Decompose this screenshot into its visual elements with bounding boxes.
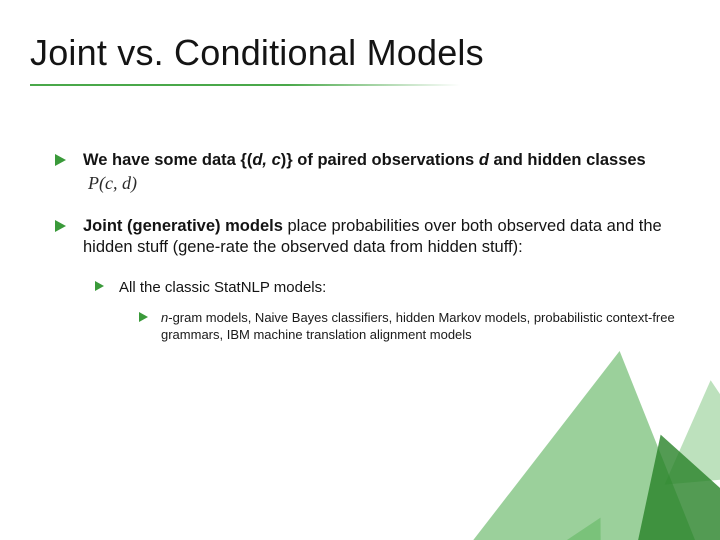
text-italic: d xyxy=(479,151,489,169)
text: and hidden classes xyxy=(489,151,646,169)
title-underline xyxy=(30,84,460,86)
corner-decoration xyxy=(480,300,720,540)
text-italic: d, c xyxy=(252,151,280,169)
text: We have some data {( xyxy=(83,151,252,169)
bullet-classic-models: All the classic StatNLP models: xyxy=(95,278,685,298)
bullet-joint-models: Joint (generative) models place probabil… xyxy=(55,216,685,258)
text: )} of paired observations xyxy=(281,151,479,169)
formula-pcd: P(c, d) xyxy=(83,171,142,196)
bullet-data-description: We have some data {(d, c)} of paired obs… xyxy=(55,150,685,196)
text: All the classic StatNLP models: xyxy=(119,279,326,296)
text-lead: Joint (generative) models xyxy=(83,217,283,235)
slide-title: Joint vs. Conditional Models xyxy=(30,32,484,74)
slide: Joint vs. Conditional Models We have som… xyxy=(0,0,720,540)
